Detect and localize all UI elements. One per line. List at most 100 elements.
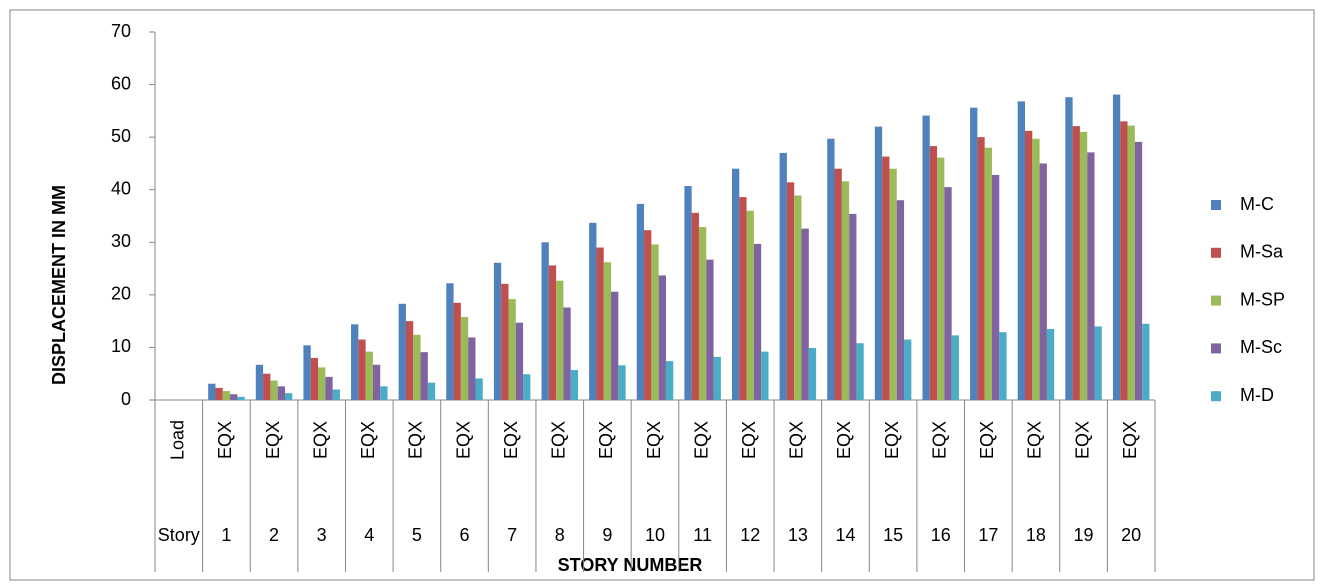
bar xyxy=(237,396,245,400)
bar xyxy=(922,115,930,401)
bar xyxy=(596,247,604,400)
x-group-label: 20 xyxy=(1121,525,1141,545)
bar xyxy=(827,138,835,400)
x-tick-label: EQX xyxy=(1072,421,1092,459)
bar xyxy=(405,321,414,400)
x-tick-label: EQX xyxy=(644,421,664,459)
x-tick-label: EQX xyxy=(691,421,711,459)
bar xyxy=(713,356,721,400)
x-group-label: 4 xyxy=(364,525,374,545)
legend-label: M-D xyxy=(1240,385,1274,405)
x-group-label: 11 xyxy=(693,525,712,545)
bar xyxy=(515,322,524,400)
y-tick-label: 50 xyxy=(111,126,131,146)
x-group-label: 7 xyxy=(507,525,517,545)
bar xyxy=(698,227,707,400)
bar xyxy=(358,339,366,400)
bar xyxy=(691,212,699,400)
bar xyxy=(1065,97,1073,400)
bar xyxy=(523,374,531,400)
bar xyxy=(665,361,674,400)
bar xyxy=(951,335,959,400)
x-group-label: 15 xyxy=(883,525,903,545)
x-tick-label: EQX xyxy=(1025,421,1045,459)
bar xyxy=(541,242,549,400)
bar xyxy=(801,228,809,400)
bar xyxy=(398,303,406,400)
bar xyxy=(446,283,454,400)
bar xyxy=(589,222,597,400)
bar xyxy=(351,324,359,400)
x-tick-label: EQX xyxy=(596,421,616,459)
x-group-label: 9 xyxy=(602,525,612,545)
bar xyxy=(896,200,905,400)
bar xyxy=(651,244,659,400)
x-group-label: 12 xyxy=(740,525,760,545)
bar xyxy=(570,370,579,400)
x-tick-label: EQX xyxy=(501,421,521,459)
bar xyxy=(753,243,762,400)
y-tick-label: 0 xyxy=(121,389,131,409)
bar xyxy=(420,352,428,400)
x-tick-label: EQX xyxy=(215,421,235,459)
x-group-label: 14 xyxy=(835,525,855,545)
bar xyxy=(706,259,714,400)
bar xyxy=(332,389,340,400)
x-tick-label: EQX xyxy=(406,421,426,459)
legend-swatch xyxy=(1211,200,1221,210)
y-tick-label: 70 xyxy=(111,21,131,41)
bar xyxy=(1017,101,1026,400)
bar xyxy=(215,387,223,400)
bar xyxy=(270,380,278,400)
bar xyxy=(1072,126,1080,401)
y-tick-label: 10 xyxy=(111,336,131,356)
bar xyxy=(834,168,842,400)
x-tick-label: EQX xyxy=(453,421,473,459)
y-tick-label: 60 xyxy=(111,73,131,93)
bar xyxy=(493,262,502,400)
bar xyxy=(1127,125,1135,400)
bar xyxy=(460,316,469,400)
y-tick-label: 30 xyxy=(111,231,131,251)
x-axis-title: STORY NUMBER xyxy=(558,555,703,575)
bar xyxy=(746,210,754,400)
bar xyxy=(731,168,740,400)
bar xyxy=(611,291,619,400)
x-tick-label: EQX xyxy=(1120,421,1140,459)
bar xyxy=(208,383,216,400)
bar xyxy=(841,181,850,400)
bar xyxy=(991,174,1000,400)
bar xyxy=(984,147,992,400)
bar xyxy=(1112,94,1121,400)
bar xyxy=(977,137,985,400)
x-group-label: 1 xyxy=(221,525,231,545)
x-group-label: 16 xyxy=(931,525,951,545)
x-tick-label: EQX xyxy=(358,421,378,459)
bar xyxy=(970,107,978,401)
bar xyxy=(761,351,769,400)
bar xyxy=(380,386,388,400)
legend-label: M-Sa xyxy=(1240,242,1284,262)
bar xyxy=(230,394,238,400)
x-tick-label: EQX xyxy=(882,421,902,459)
bar xyxy=(786,182,795,400)
bar xyxy=(255,364,264,400)
bar xyxy=(318,367,326,400)
bar xyxy=(563,307,571,400)
x-group-label: 18 xyxy=(1026,525,1046,545)
bar xyxy=(1120,121,1128,400)
bar xyxy=(618,365,626,400)
y-axis-title: DISPLACEMENT IN MM xyxy=(49,185,69,385)
x-tick-label: EQX xyxy=(310,421,330,459)
legend-swatch xyxy=(1211,343,1221,354)
x-group-label: 3 xyxy=(317,525,327,545)
bar xyxy=(284,393,293,400)
y-tick-label: 20 xyxy=(111,284,131,304)
bar xyxy=(603,262,612,400)
bar xyxy=(277,386,285,400)
bar xyxy=(808,347,817,400)
bar xyxy=(1134,141,1143,401)
x-tick-label: Load xyxy=(168,420,188,460)
bar xyxy=(1046,329,1055,400)
bar xyxy=(1094,326,1102,400)
